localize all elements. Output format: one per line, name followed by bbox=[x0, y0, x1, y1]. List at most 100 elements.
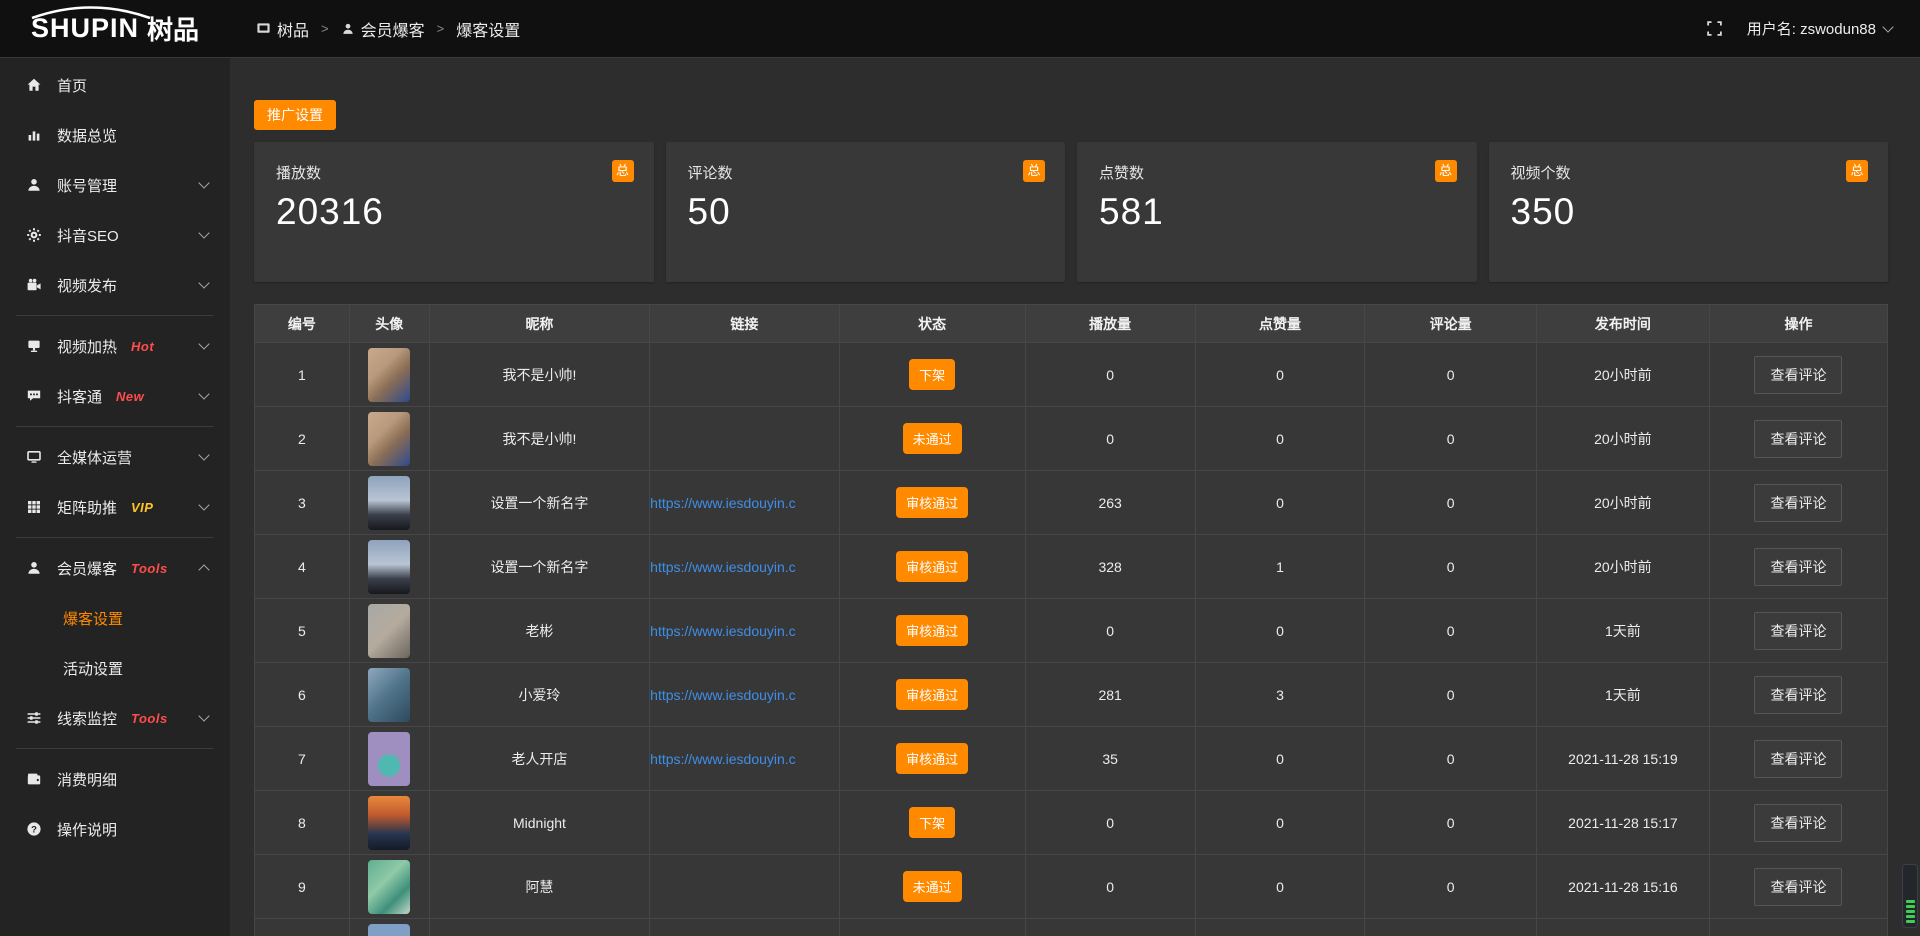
sidebar-subitem-label: 活动设置 bbox=[63, 660, 124, 678]
video-link[interactable]: https://www.iesdouyin.c bbox=[650, 494, 796, 511]
chevron-down-icon bbox=[198, 277, 210, 289]
avatar bbox=[368, 347, 411, 402]
view-comments-button[interactable]: 查看评论 bbox=[1754, 803, 1843, 842]
avatar bbox=[368, 795, 411, 850]
tools-badge: Tools bbox=[131, 560, 168, 576]
cell-status: 审核通过 bbox=[838, 726, 1026, 791]
cell-likes: 0 bbox=[1194, 470, 1366, 535]
cell-link: https://www.iesdouyin.c bbox=[649, 662, 840, 727]
breadcrumb-item-shupin[interactable]: 树品 bbox=[256, 17, 309, 41]
wallet-icon bbox=[25, 771, 43, 787]
sidebar-item-label: 视频发布 bbox=[57, 277, 118, 295]
heat-monitor-icon bbox=[25, 338, 43, 354]
help-icon: ? bbox=[25, 821, 43, 837]
table-row: 3 设置一个新名字 https://www.iesdouyin.c 审核通过 2… bbox=[254, 470, 1889, 535]
breadcrumb-item-member[interactable]: 会员爆客 bbox=[341, 17, 425, 41]
cell-nickname: Midnight bbox=[428, 790, 651, 855]
avatar bbox=[368, 731, 411, 786]
sidebar-item-account-management[interactable]: 账号管理 bbox=[0, 160, 230, 210]
sidebar-item-matrix-boost[interactable]: 矩阵助推 VIP bbox=[0, 482, 230, 532]
status-badge: 下架 bbox=[909, 359, 956, 390]
cell-link bbox=[649, 790, 840, 855]
video-link[interactable]: https://www.iesdouyin.c bbox=[650, 750, 796, 767]
sidebar-item-consumption-detail[interactable]: 消费明细 bbox=[0, 754, 230, 804]
bar-chart-icon bbox=[25, 127, 43, 143]
cell-status: 下架 bbox=[838, 790, 1026, 855]
video-camera-icon bbox=[25, 277, 43, 293]
cell-link bbox=[649, 918, 840, 936]
sidebar-item-member-baoke[interactable]: 会员爆客 Tools bbox=[0, 543, 230, 593]
cell-plays: 0 bbox=[1024, 790, 1196, 855]
stat-value: 581 bbox=[1099, 191, 1164, 232]
sidebar-item-video-publish[interactable]: 视频发布 bbox=[0, 260, 230, 310]
video-link[interactable]: https://www.iesdouyin.c bbox=[650, 686, 796, 703]
cell-actions: 查看评论 bbox=[1708, 726, 1889, 791]
scroll-extension-widget[interactable] bbox=[1902, 864, 1918, 928]
video-link[interactable]: https://www.iesdouyin.c bbox=[650, 558, 796, 575]
sidebar-item-video-heat[interactable]: 视频加热 Hot bbox=[0, 321, 230, 371]
sidebar-item-clue-monitor[interactable]: 线索监控 Tools bbox=[0, 693, 230, 743]
stat-value: 50 bbox=[687, 191, 731, 232]
cell-id: 4 bbox=[254, 534, 350, 599]
sidebar-item-baoke-settings[interactable]: 爆客设置 bbox=[0, 593, 230, 643]
view-comments-button[interactable]: 查看评论 bbox=[1754, 547, 1843, 586]
cell-actions bbox=[1708, 918, 1889, 936]
username-dropdown[interactable]: 用户名: zswodun88 bbox=[1747, 18, 1894, 39]
view-comments-button[interactable]: 查看评论 bbox=[1754, 675, 1843, 714]
cell-status: 未通过 bbox=[838, 854, 1026, 919]
cell-time: 2021-11-28 15:17 bbox=[1535, 790, 1710, 855]
avatar bbox=[368, 475, 411, 530]
view-comments-button[interactable]: 查看评论 bbox=[1754, 867, 1843, 906]
cell-id: 1 bbox=[254, 342, 350, 407]
cell-status: 未通过 bbox=[838, 406, 1026, 471]
cell-likes: 0 bbox=[1194, 342, 1366, 407]
view-comments-button[interactable]: 查看评论 bbox=[1754, 483, 1843, 522]
chevron-down-icon bbox=[1882, 20, 1894, 33]
video-link[interactable]: https://www.iesdouyin.c bbox=[650, 622, 796, 639]
chevron-down-icon bbox=[198, 227, 210, 239]
sidebar-item-media-operation[interactable]: 全媒体运营 bbox=[0, 432, 230, 482]
sidebar-item-doukertong[interactable]: 抖客通 New bbox=[0, 371, 230, 421]
sidebar-item-activity-settings[interactable]: 活动设置 bbox=[0, 643, 230, 693]
cell-nickname: 阿慧 bbox=[428, 854, 651, 919]
sidebar-divider bbox=[16, 537, 214, 538]
sidebar-item-home[interactable]: 首页 bbox=[0, 60, 230, 110]
stat-label: 评论数 bbox=[687, 165, 733, 182]
view-comments-button[interactable]: 查看评论 bbox=[1754, 355, 1843, 394]
cell-avatar bbox=[348, 470, 430, 535]
sidebar-subitem-label: 爆客设置 bbox=[63, 610, 124, 628]
cell-time: 20小时前 bbox=[1535, 470, 1710, 535]
view-comments-button[interactable]: 查看评论 bbox=[1754, 739, 1843, 778]
stat-card-comments: 评论数 总 50 bbox=[665, 142, 1065, 282]
chat-icon bbox=[25, 388, 43, 404]
table-row: 7 老人开店 https://www.iesdouyin.c 审核通过 35 0… bbox=[254, 726, 1889, 791]
avatar bbox=[368, 859, 411, 914]
sidebar-item-data-overview[interactable]: 数据总览 bbox=[0, 110, 230, 160]
cell-comments: 0 bbox=[1364, 406, 1537, 471]
status-badge: 审核通过 bbox=[896, 743, 969, 774]
chevron-down-icon bbox=[198, 499, 210, 511]
cell-plays: 263 bbox=[1024, 470, 1196, 535]
sidebar-item-douyin-seo[interactable]: 抖音SEO bbox=[0, 210, 230, 260]
col-header-comments: 评论量 bbox=[1364, 304, 1537, 343]
home-icon bbox=[25, 77, 43, 93]
gear-icon bbox=[25, 227, 43, 243]
sidebar-item-label: 抖客通 bbox=[57, 388, 103, 406]
top-bar: SHUPIN 树品 树品 > 会员爆客 > 爆客设置 用户名: zswodun8… bbox=[0, 0, 1920, 58]
logo[interactable]: SHUPIN 树品 bbox=[0, 0, 230, 57]
table-row: 6 小爱玲 https://www.iesdouyin.c 审核通过 281 3… bbox=[254, 662, 1889, 727]
fullscreen-icon[interactable] bbox=[1706, 20, 1723, 37]
col-header-plays: 播放量 bbox=[1024, 304, 1196, 343]
view-comments-button[interactable]: 查看评论 bbox=[1754, 419, 1843, 458]
promotion-settings-button[interactable]: 推广设置 bbox=[254, 100, 336, 130]
sidebar-item-operation-guide[interactable]: ? 操作说明 bbox=[0, 804, 230, 854]
cell-likes: 0 bbox=[1194, 406, 1366, 471]
cell-likes: 0 bbox=[1194, 726, 1366, 791]
view-comments-button[interactable]: 查看评论 bbox=[1754, 611, 1843, 650]
col-header-actions: 操作 bbox=[1708, 304, 1889, 343]
status-badge: 下架 bbox=[909, 807, 956, 838]
cell-actions: 查看评论 bbox=[1708, 470, 1889, 535]
stat-value: 350 bbox=[1510, 191, 1576, 232]
cell-plays: 281 bbox=[1024, 662, 1196, 727]
stat-card-plays: 播放数 总 20316 bbox=[254, 142, 654, 282]
